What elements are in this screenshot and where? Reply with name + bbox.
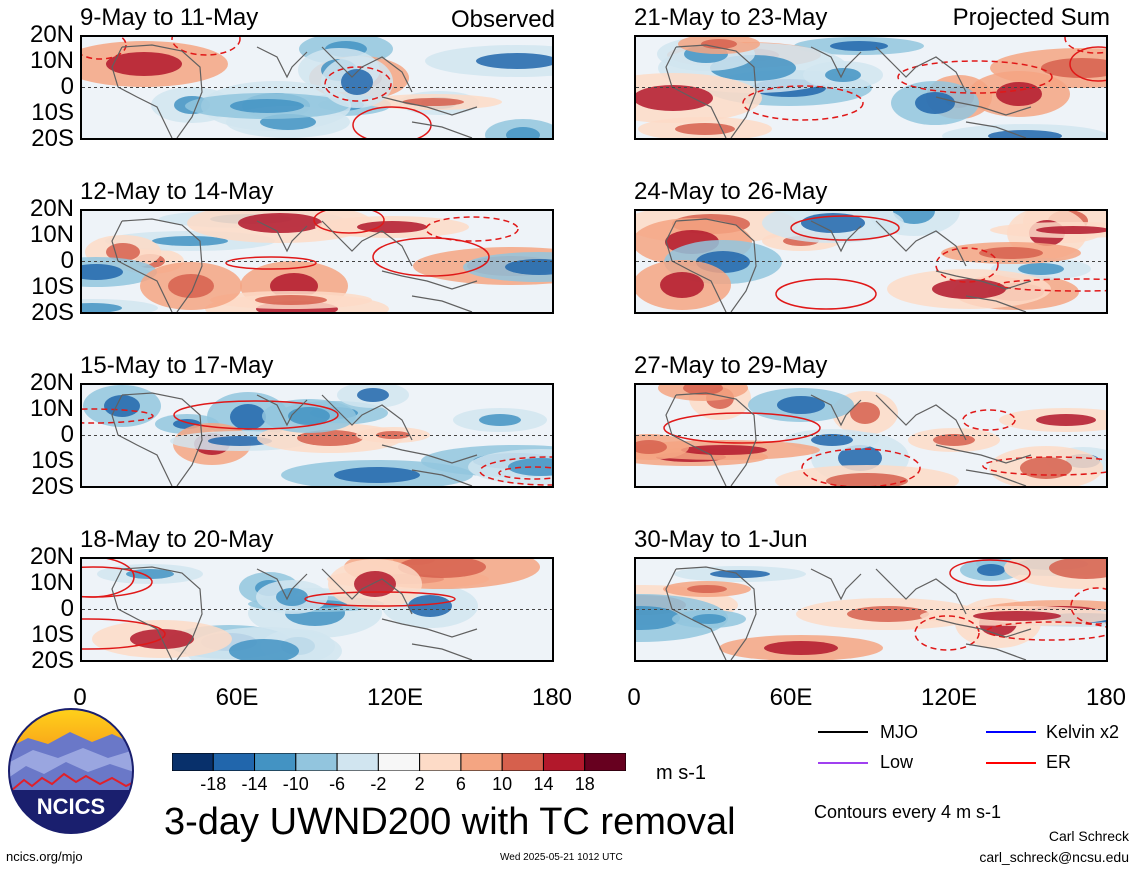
wind-anomaly-map <box>82 37 552 138</box>
lon-label-180-right: 180 <box>1085 684 1127 711</box>
wind-anomaly-map <box>636 37 1106 138</box>
colorbar-tick-label: 2 <box>414 774 425 794</box>
panel-title-left-3: 15-May to 17-May <box>80 352 274 379</box>
colorbar-swatch <box>336 752 379 772</box>
lat-label: 10S <box>31 99 74 126</box>
colorbar-swatch <box>501 752 544 772</box>
colorbar-tick-label: -18 <box>200 774 227 794</box>
panel-title-left-1: 9-May to 11-May <box>80 4 259 31</box>
map-panel-right-4 <box>634 557 1108 662</box>
lat-label: 20N <box>29 195 74 222</box>
lon-label-120e-left: 120E <box>366 684 424 711</box>
wind-anomaly-map <box>82 211 552 312</box>
ncics-logo: NCICS <box>8 708 134 834</box>
author-name: Carl Schreck <box>1048 828 1129 844</box>
map-panel-left-4 <box>80 557 554 662</box>
colorbar-swatch <box>171 752 214 772</box>
wind-anomaly-map <box>636 211 1106 312</box>
colorbar-tick-label: -2 <box>370 774 387 794</box>
lon-label-120e-right: 120E <box>920 684 978 711</box>
legend-label-low: Low <box>880 752 914 772</box>
colorbar-tick-label: 14 <box>533 774 554 794</box>
lon-label-60e-left: 60E <box>215 684 259 711</box>
panel-title-left-2: 12-May to 14-May <box>80 178 274 205</box>
map-panel-left-1 <box>80 35 554 140</box>
legend-line-er <box>986 762 1036 764</box>
panel-title-right-3: 27-May to 29-May <box>634 352 828 379</box>
panel-title-left-4: 18-May to 20-May <box>80 526 274 553</box>
lat-label: 20S <box>31 647 74 674</box>
lon-label-180-left: 180 <box>531 684 573 711</box>
author-email: carl_schreck@ncsu.edu <box>979 849 1129 865</box>
colorbar-tick-label: -10 <box>282 774 309 794</box>
contours-note: Contours every 4 m s-1 <box>814 802 1002 822</box>
lat-label: 10N <box>29 395 74 422</box>
legend-line-mjo <box>818 731 868 733</box>
colorbar-tick-label: 18 <box>574 774 595 794</box>
colorbar-swatches <box>171 752 627 772</box>
map-panel-left-3 <box>80 383 554 488</box>
logo-text: NCICS <box>37 794 105 819</box>
colorbar-swatch <box>584 752 627 772</box>
map-panel-right-1 <box>634 35 1108 140</box>
colorbar-swatch <box>212 752 256 772</box>
colorbar-swatch <box>542 752 586 772</box>
colorbar-swatch <box>419 752 462 772</box>
wind-anomaly-map <box>82 559 552 660</box>
panel-title-right-1: 21-May to 23-May <box>634 4 828 31</box>
lon-label-0-left: 0 <box>73 684 87 711</box>
lat-label: 10N <box>29 221 74 248</box>
map-panel-left-2 <box>80 209 554 314</box>
lat-label: 0 <box>60 421 74 448</box>
panel-title-right-2: 24-May to 26-May <box>634 178 828 205</box>
colorbar-swatch <box>254 752 297 772</box>
colorbar-tick-label: 6 <box>455 774 466 794</box>
colorbar-swatch <box>460 752 503 772</box>
lat-label: 20S <box>31 473 74 500</box>
colorbar <box>171 752 627 772</box>
legend-label-kelvin: Kelvin x2 <box>1046 722 1120 742</box>
colorbar-tick-label: -6 <box>329 774 346 794</box>
colorbar-tick-label: -14 <box>241 774 268 794</box>
lat-label: 20S <box>31 125 74 152</box>
lat-label: 10N <box>29 47 74 74</box>
panel-tag-projected-sum: Projected Sum <box>952 4 1110 31</box>
wind-anomaly-map <box>82 385 552 486</box>
url-text: ncics.org/mjo <box>6 849 83 864</box>
panel-tag-observed: Observed <box>450 6 555 33</box>
lat-label: 10S <box>31 621 74 648</box>
lat-label: 0 <box>60 73 74 100</box>
legend-label-er: ER <box>1046 752 1072 772</box>
lat-label: 0 <box>60 247 74 274</box>
legend-line-kelvin <box>986 731 1036 733</box>
lat-label: 20N <box>29 543 74 570</box>
timestamp: Wed 2025-05-21 1012 UTC <box>500 852 623 863</box>
panel-title-right-4: 30-May to 1-Jun <box>634 526 808 553</box>
lat-label: 0 <box>60 595 74 622</box>
legend-line-low <box>818 762 868 764</box>
legend-label-mjo: MJO <box>880 722 918 742</box>
map-panel-right-3 <box>634 383 1108 488</box>
map-panel-right-2 <box>634 209 1108 314</box>
lat-label: 20S <box>31 299 74 326</box>
lat-label: 10S <box>31 273 74 300</box>
lat-label: 20N <box>29 21 74 48</box>
lat-label: 10S <box>31 447 74 474</box>
colorbar-tick-label: 10 <box>492 774 513 794</box>
lon-label-60e-right: 60E <box>769 684 813 711</box>
wind-anomaly-map <box>636 559 1106 660</box>
colorbar-units: m s-1 <box>656 762 706 784</box>
lon-label-0-right: 0 <box>627 684 641 711</box>
colorbar-swatch <box>377 752 421 772</box>
lat-label: 10N <box>29 569 74 596</box>
colorbar-swatch <box>295 752 338 772</box>
main-title: 3-day UWND200 with TC removal <box>164 801 736 843</box>
wind-anomaly-map <box>636 385 1106 486</box>
lat-label: 20N <box>29 369 74 396</box>
